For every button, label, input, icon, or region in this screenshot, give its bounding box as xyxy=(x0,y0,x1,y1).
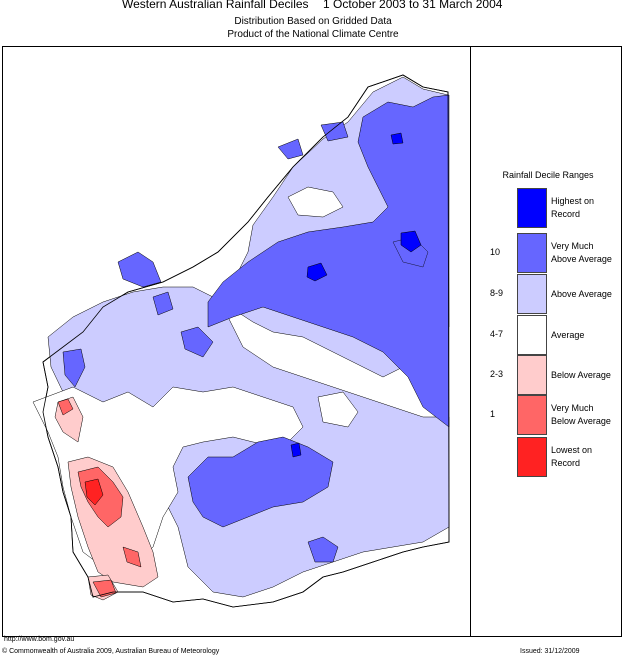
map-frame xyxy=(2,46,622,637)
legend-label: Highest on Record xyxy=(551,196,595,219)
subtitle-distribution: Distribution Based on Gridded Data xyxy=(234,16,392,27)
region-very-much-above-northeast xyxy=(207,94,450,428)
legend-row-very-much-below: 1 Very Much Below Average xyxy=(476,395,620,435)
region-highest-east xyxy=(400,230,422,253)
region-very-much-above-southeast xyxy=(307,536,339,563)
legend-swatch-very-much-below xyxy=(517,395,547,435)
legend-row-lowest: Lowest on Record xyxy=(476,437,620,477)
bom-url-link[interactable]: http://www.bom.gov.au xyxy=(4,636,75,643)
region-highest-south xyxy=(290,442,302,458)
legend-label: Very Much Below Average xyxy=(551,403,611,426)
title-region: Western Australian Rainfall Deciles xyxy=(122,0,309,11)
title-period: 1 October 2003 to 31 March 2004 xyxy=(323,0,503,11)
region-very-much-above-west3 xyxy=(180,326,214,358)
legend-decile: 8-9 xyxy=(490,288,504,298)
legend-row-above: 8-9 Above Average xyxy=(476,274,620,314)
region-highest-ne xyxy=(390,132,404,145)
legend-label: Average xyxy=(551,330,585,340)
legend-label: Below Average xyxy=(551,370,611,380)
legend-swatch-very-much-above xyxy=(517,233,547,273)
region-very-much-above-west1 xyxy=(117,251,162,288)
legend-row-very-much-above: 10 Very Much Above Average xyxy=(476,233,620,273)
region-very-much-above-coast xyxy=(62,348,86,388)
legend-label: Lowest on Record xyxy=(551,445,593,468)
region-very-much-above-north2 xyxy=(320,121,349,142)
legend-decile: 4-7 xyxy=(490,329,504,339)
legend-decile: 2-3 xyxy=(490,369,504,379)
issued-date: Issued: 31/12/2009 xyxy=(520,648,580,655)
legend-decile: 1 xyxy=(490,409,496,419)
legend-swatch-highest xyxy=(517,188,547,228)
legend-swatch-below xyxy=(517,355,547,395)
legend-row-average: 4-7 Average xyxy=(476,315,620,355)
legend-label: Above Average xyxy=(551,289,612,299)
region-very-much-below-4 xyxy=(122,546,142,568)
region-average-patch-east xyxy=(317,391,359,428)
region-lowest xyxy=(84,478,104,506)
rainfall-map xyxy=(32,74,450,608)
region-very-much-above-north1 xyxy=(277,138,304,160)
legend-decile: 10 xyxy=(490,247,501,257)
legend-title: Rainfall Decile Ranges xyxy=(502,170,594,180)
region-average-patch-north xyxy=(287,186,344,218)
subtitle-product: Product of the National Climate Centre xyxy=(227,29,399,40)
legend-swatch-above xyxy=(517,274,547,314)
legend-divider xyxy=(470,46,471,637)
region-very-much-below-1 xyxy=(57,398,74,416)
region-very-much-above-west2 xyxy=(152,291,174,316)
legend-swatch-average xyxy=(517,315,547,355)
region-very-much-above-south xyxy=(187,436,334,528)
legend-row-highest: Highest on Record xyxy=(476,188,620,228)
legend-label: Very Much Above Average xyxy=(551,241,612,264)
legend-row-below: 2-3 Below Average xyxy=(476,355,620,395)
region-highest-central xyxy=(306,262,328,282)
copyright-notice: © Commonwealth of Australia 2009, Austra… xyxy=(2,648,220,655)
coastline xyxy=(42,74,450,608)
legend-swatch-lowest xyxy=(517,437,547,477)
